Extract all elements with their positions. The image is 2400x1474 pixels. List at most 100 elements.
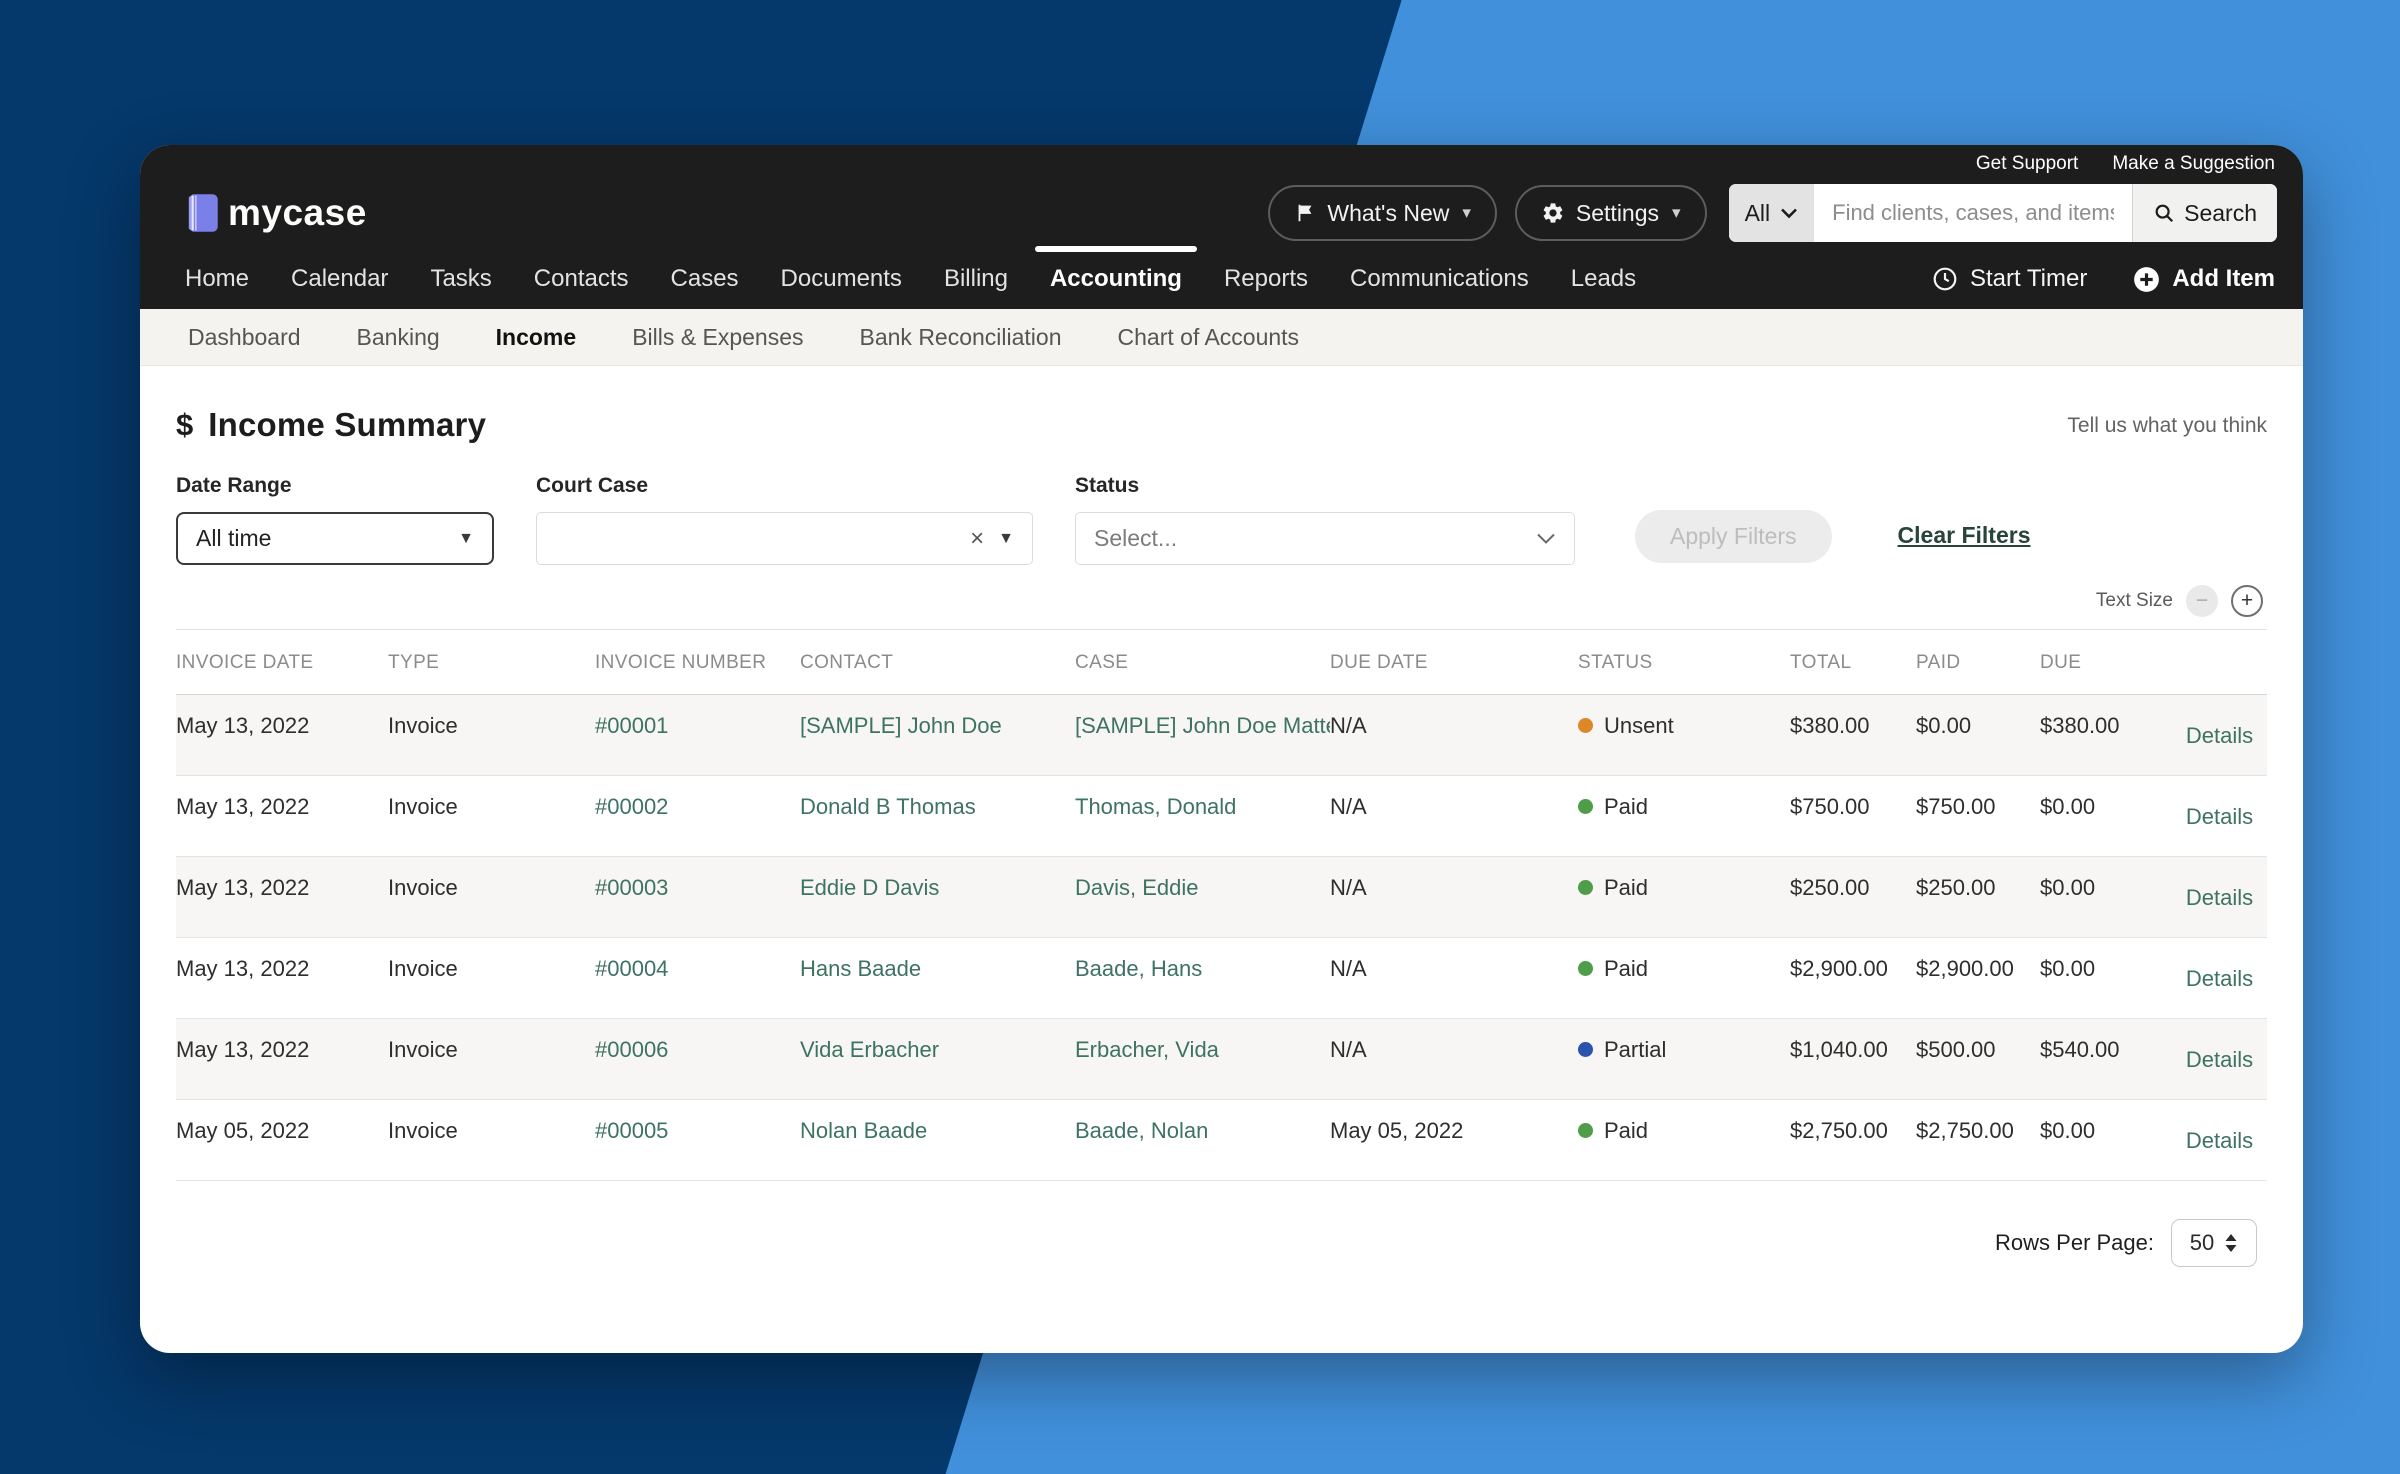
- cell-type: Invoice: [388, 875, 458, 900]
- nav-item-accounting[interactable]: Accounting: [1029, 246, 1203, 309]
- rows-per-page-select[interactable]: 50: [2171, 1219, 2257, 1267]
- status-label: Partial: [1604, 1037, 1667, 1062]
- details-link[interactable]: Details: [2185, 723, 2254, 748]
- nav-item-leads[interactable]: Leads: [1570, 265, 1637, 292]
- details-link[interactable]: Details: [2185, 885, 2254, 910]
- plus-circle-icon: [2133, 266, 2160, 293]
- court-case-label: Court Case: [536, 474, 649, 497]
- feedback-link[interactable]: Tell us what you think: [2067, 414, 2267, 437]
- contact-link[interactable]: [SAMPLE] John Doe: [800, 713, 1002, 738]
- details-link[interactable]: Details: [2185, 966, 2254, 991]
- case-link[interactable]: Baade, Hans: [1075, 956, 1203, 981]
- cell-due-date: N/A: [1330, 875, 1367, 900]
- settings-label: Settings: [1575, 199, 1660, 226]
- nav-item-home[interactable]: Home: [185, 265, 250, 292]
- cell-invoice-date: May 13, 2022: [176, 875, 310, 900]
- search-button[interactable]: Search: [2132, 184, 2277, 242]
- support-links: Get Support Make a Suggestion: [1976, 153, 2275, 175]
- nav-item-billing[interactable]: Billing: [943, 265, 1008, 292]
- invoice-number-link[interactable]: #00003: [595, 875, 669, 900]
- date-range-select[interactable]: All time ▼: [176, 512, 494, 565]
- details-link[interactable]: Details: [2185, 804, 2254, 829]
- text-size-decrease-button[interactable]: −: [2186, 585, 2218, 617]
- invoice-number-link[interactable]: #00006: [595, 1037, 669, 1062]
- cell-due: $380.00: [2040, 713, 2120, 738]
- invoice-number-link[interactable]: #00004: [595, 956, 669, 981]
- subnav-item-chart-of-accounts[interactable]: Chart of Accounts: [1117, 323, 1300, 350]
- filters: Date Range All time ▼ Court Case × ▼ Sta…: [176, 474, 2267, 565]
- search-icon: [2153, 202, 2175, 224]
- nav-item-communications[interactable]: Communications: [1350, 265, 1529, 292]
- date-range-label: Date Range: [176, 474, 292, 497]
- invoice-number-link[interactable]: #00002: [595, 794, 669, 819]
- subnav-item-banking[interactable]: Banking: [356, 323, 440, 350]
- nav-item-tasks[interactable]: Tasks: [430, 265, 492, 292]
- stepper-icon: [2224, 1233, 2238, 1253]
- text-size-increase-button[interactable]: +: [2231, 585, 2263, 617]
- cell-due-date: N/A: [1330, 956, 1367, 981]
- case-link[interactable]: Thomas, Donald: [1075, 794, 1237, 819]
- case-link[interactable]: [SAMPLE] John Doe Matter: [1075, 713, 1330, 738]
- cell-due-date: May 05, 2022: [1330, 1118, 1464, 1143]
- nav-item-cases[interactable]: Cases: [670, 265, 739, 292]
- cell-paid: $2,750.00: [1916, 1118, 2014, 1143]
- start-timer-button[interactable]: Start Timer: [1932, 265, 2087, 293]
- table-row: May 13, 2022 Invoice #00006 Vida Erbache…: [176, 1019, 2267, 1100]
- status-placeholder: Select...: [1094, 525, 1178, 551]
- cell-due: $540.00: [2040, 1037, 2120, 1062]
- logo-text: mycase: [228, 192, 367, 233]
- status-dot-icon: [1578, 880, 1593, 895]
- status-filter-label: Status: [1075, 474, 1140, 497]
- court-case-select[interactable]: × ▼: [536, 512, 1033, 565]
- clear-filters-button[interactable]: Clear Filters: [1897, 522, 2031, 548]
- cell-due-date: N/A: [1330, 794, 1367, 819]
- table-body: May 13, 2022 Invoice #00001 [SAMPLE] Joh…: [176, 695, 2267, 1181]
- text-size-label: Text Size: [2095, 590, 2173, 611]
- cell-type: Invoice: [388, 1118, 458, 1143]
- details-link[interactable]: Details: [2185, 1047, 2254, 1072]
- get-support-link[interactable]: Get Support: [1975, 153, 2079, 174]
- status-dot-icon: [1578, 718, 1593, 733]
- contact-link[interactable]: Donald B Thomas: [800, 794, 976, 819]
- status-select[interactable]: Select...: [1075, 512, 1575, 565]
- settings-button[interactable]: Settings ▾: [1514, 185, 1707, 241]
- make-a-suggestion-link[interactable]: Make a Suggestion: [2112, 153, 2275, 174]
- nav-item-documents[interactable]: Documents: [780, 265, 902, 292]
- cell-total: $380.00: [1790, 713, 1870, 738]
- invoice-number-link[interactable]: #00001: [595, 713, 669, 738]
- contact-link[interactable]: Hans Baade: [800, 956, 922, 981]
- apply-filters-button[interactable]: Apply Filters: [1635, 510, 1832, 563]
- cell-due: $0.00: [2040, 875, 2096, 900]
- date-range-value: All time: [196, 525, 272, 551]
- subnav-item-bank-reconciliation[interactable]: Bank Reconciliation: [859, 323, 1062, 350]
- case-link[interactable]: Baade, Nolan: [1075, 1118, 1209, 1143]
- search-input[interactable]: [1814, 184, 2133, 242]
- cell-paid: $0.00: [1916, 713, 1972, 738]
- contact-link[interactable]: Eddie D Davis: [800, 875, 940, 900]
- case-link[interactable]: Erbacher, Vida: [1075, 1037, 1219, 1062]
- nav-item-reports[interactable]: Reports: [1223, 265, 1309, 292]
- subnav-item-dashboard[interactable]: Dashboard: [188, 323, 301, 350]
- cell-paid: $250.00: [1916, 875, 1996, 900]
- contact-link[interactable]: Vida Erbacher: [800, 1037, 940, 1062]
- subnav-item-income[interactable]: Income: [495, 323, 577, 350]
- status-label: Paid: [1604, 1118, 1649, 1143]
- whats-new-button[interactable]: What's New ▾: [1268, 185, 1497, 241]
- nav-item-contacts[interactable]: Contacts: [533, 265, 629, 292]
- search-scope-dropdown[interactable]: All: [1728, 184, 1815, 242]
- start-timer-label: Start Timer: [1969, 265, 2088, 292]
- add-item-button[interactable]: Add Item: [2133, 265, 2275, 293]
- invoice-number-link[interactable]: #00005: [595, 1118, 669, 1143]
- details-link[interactable]: Details: [2185, 1128, 2254, 1153]
- status-label: Unsent: [1604, 713, 1674, 738]
- case-link[interactable]: Davis, Eddie: [1075, 875, 1199, 900]
- main-nav: Home Calendar Tasks Contacts Cases Docum…: [140, 246, 2303, 309]
- contact-link[interactable]: Nolan Baade: [800, 1118, 928, 1143]
- dollar-icon: $: [176, 407, 194, 442]
- clear-selection-icon[interactable]: ×: [970, 524, 985, 552]
- book-icon: [184, 192, 220, 234]
- clock-icon: [1932, 266, 1958, 292]
- nav-item-calendar[interactable]: Calendar: [291, 265, 389, 292]
- subnav-item-bills-expenses[interactable]: Bills & Expenses: [632, 323, 804, 350]
- mycase-logo[interactable]: mycase: [184, 192, 367, 234]
